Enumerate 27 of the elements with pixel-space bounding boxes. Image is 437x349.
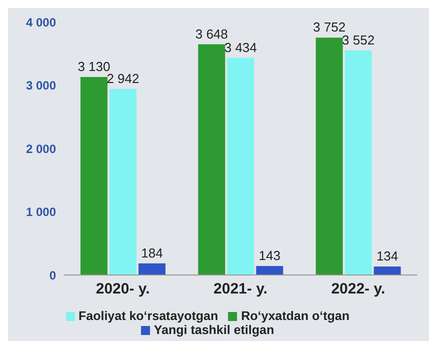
bar (138, 263, 166, 275)
data-label: 184 (141, 245, 163, 260)
bar (256, 266, 284, 275)
bar (80, 77, 108, 275)
y-tick-label: 3 000 (26, 78, 56, 93)
data-label: 3 434 (224, 40, 257, 55)
legend-label: Ro‘yxatdan o‘tgan (241, 309, 350, 323)
data-label: 3 752 (313, 20, 346, 35)
bar (198, 44, 226, 275)
bar (109, 88, 136, 275)
bar (344, 50, 372, 275)
bar (374, 266, 401, 275)
data-label: 143 (258, 248, 280, 263)
legend-label: Faoliyat ko‘rsatayotgan (78, 309, 218, 323)
data-label: 3 552 (342, 32, 375, 48)
y-tick-label: 4 000 (26, 15, 56, 30)
x-tick-label: 2022- y. (331, 280, 386, 298)
legend-label: Yangi tashkil etilgan (154, 323, 274, 337)
y-tick-label: 2 000 (26, 142, 56, 156)
bar (227, 58, 254, 275)
data-label: 3 648 (195, 26, 228, 42)
x-tick-label: 2021- y. (214, 280, 268, 298)
y-tick-label: 1 000 (26, 205, 56, 220)
bar (316, 38, 343, 275)
x-tick-label: 2020- y. (96, 280, 150, 298)
data-label: 134 (376, 248, 398, 264)
y-tick-label: 0 (49, 268, 56, 282)
